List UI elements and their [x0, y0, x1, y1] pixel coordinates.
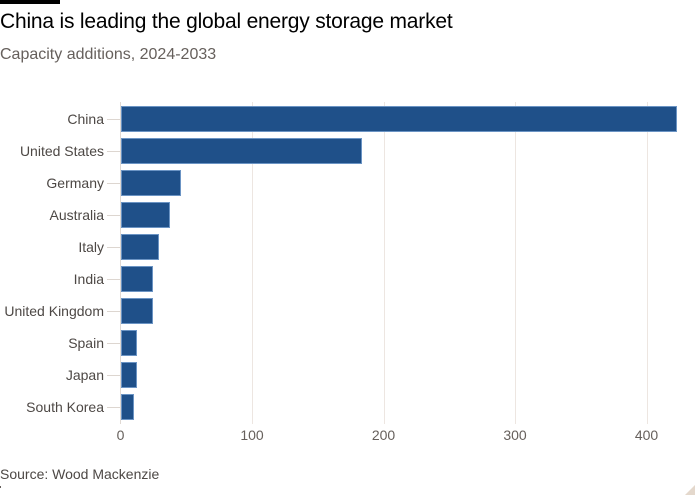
- category-label: United States: [19, 143, 104, 159]
- y-tick: [107, 151, 120, 152]
- y-tick: [107, 311, 120, 312]
- category-label: United Kingdom: [4, 303, 104, 319]
- corner-fold-icon: [685, 485, 695, 495]
- y-tick: [107, 119, 120, 120]
- x-tick-label: 300: [503, 427, 527, 443]
- gridline-400: [647, 102, 648, 424]
- gridline-100: [252, 102, 253, 424]
- category-label: South Korea: [26, 399, 104, 415]
- x-tick-label: 400: [634, 427, 659, 443]
- chart-subtitle: Capacity additions, 2024-2033: [0, 46, 217, 63]
- footer-marker: [0, 486, 1, 488]
- bar-south-korea: [121, 394, 135, 420]
- bar-united-kingdom: [121, 298, 153, 324]
- bar-spain: [121, 330, 137, 356]
- category-label: Japan: [65, 367, 104, 383]
- y-tick: [107, 279, 120, 280]
- y-tick: [107, 343, 120, 344]
- category-label: Italy: [78, 239, 104, 255]
- bar-india: [121, 266, 153, 292]
- y-tick: [107, 407, 120, 408]
- y-axis-line: [120, 102, 121, 424]
- y-tick: [107, 375, 120, 376]
- y-tick: [107, 247, 120, 248]
- y-tick: [107, 183, 120, 184]
- bar-japan: [121, 362, 137, 388]
- gridline-200: [384, 102, 385, 424]
- category-label: Australia: [49, 207, 104, 223]
- x-tick-label: 200: [371, 427, 396, 443]
- bar-italy: [121, 234, 160, 260]
- bar-china: [121, 106, 678, 132]
- bar-germany: [121, 170, 182, 196]
- bar-australia: [121, 202, 170, 228]
- source-note: Source: Wood Mackenzie: [0, 466, 160, 482]
- x-tick-label: 0: [116, 427, 125, 443]
- y-tick: [107, 215, 120, 216]
- gridline-300: [515, 102, 516, 424]
- brand-top-bar: [0, 0, 60, 4]
- category-label: India: [73, 271, 104, 287]
- x-tick-label: 100: [240, 427, 264, 443]
- category-label: Spain: [68, 335, 104, 351]
- bar-united-states: [121, 138, 362, 164]
- category-label: China: [67, 111, 104, 127]
- category-label: Germany: [46, 175, 104, 191]
- chart-title: China is leading the global energy stora…: [0, 10, 453, 33]
